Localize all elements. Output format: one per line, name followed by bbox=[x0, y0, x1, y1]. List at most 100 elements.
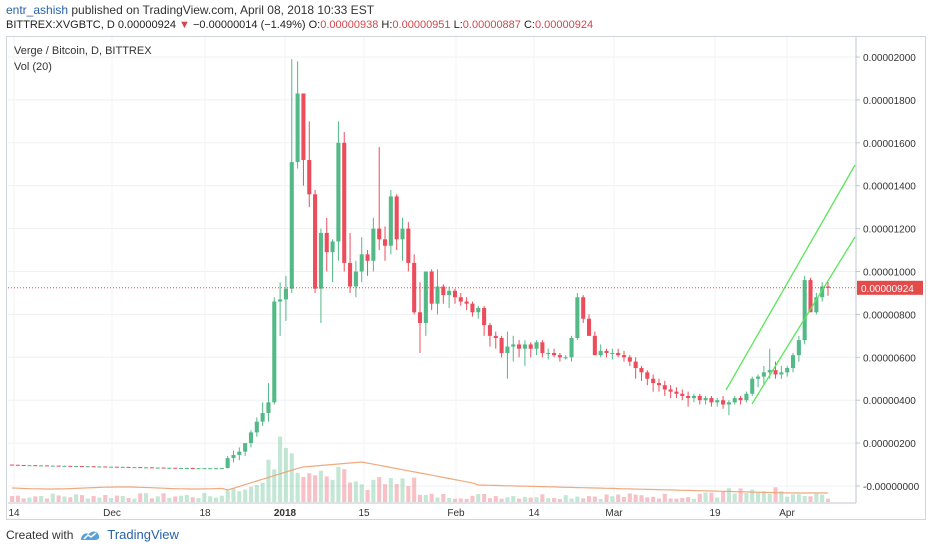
volume-bar bbox=[511, 496, 516, 502]
candle bbox=[674, 387, 679, 399]
y-tick-label: 0.00001800 bbox=[863, 96, 916, 107]
candle bbox=[493, 331, 498, 349]
candle-body bbox=[721, 400, 726, 405]
created-with-text: Created with bbox=[6, 527, 74, 542]
candle bbox=[452, 288, 458, 304]
candle bbox=[278, 282, 283, 336]
volume-bar bbox=[756, 492, 761, 502]
candle bbox=[750, 376, 755, 396]
volume-bar bbox=[155, 496, 160, 502]
candle-body bbox=[552, 353, 557, 356]
candle-body bbox=[342, 142, 347, 263]
candle-body bbox=[767, 370, 772, 373]
candle-body bbox=[557, 355, 562, 358]
candle bbox=[231, 450, 236, 463]
volume-bar bbox=[522, 496, 527, 502]
candle-body bbox=[470, 303, 475, 313]
candle-body bbox=[260, 413, 265, 422]
candle-body bbox=[394, 196, 399, 240]
candle bbox=[324, 217, 329, 272]
candle bbox=[9, 464, 15, 466]
candle bbox=[441, 284, 446, 304]
volume-bar bbox=[540, 494, 545, 502]
candle-body bbox=[621, 355, 627, 358]
volume-bar bbox=[586, 496, 592, 502]
candle-body bbox=[167, 467, 172, 469]
candle bbox=[109, 466, 114, 468]
candle bbox=[820, 282, 825, 302]
volume-bar bbox=[814, 493, 819, 502]
candle-body bbox=[715, 400, 720, 403]
candle-body bbox=[365, 254, 370, 261]
volume-bar bbox=[278, 436, 283, 502]
candle-body bbox=[266, 402, 271, 414]
volume-bar bbox=[260, 482, 265, 502]
x-axis: 14 Dec 18 2018 15 Feb 14 Mar 19 Apr bbox=[8, 502, 856, 519]
volume-bar bbox=[412, 477, 417, 502]
candle bbox=[447, 286, 452, 308]
candle bbox=[534, 340, 539, 356]
candle-body bbox=[196, 468, 201, 470]
volume-bar bbox=[161, 493, 166, 502]
candle-body bbox=[464, 301, 469, 304]
candle-body bbox=[295, 93, 300, 163]
candle bbox=[173, 467, 178, 469]
y-tick-label: 0.00000800 bbox=[863, 310, 916, 321]
candle bbox=[598, 344, 603, 358]
volume-bar bbox=[802, 495, 807, 502]
volume-bar bbox=[429, 493, 434, 502]
candle bbox=[74, 465, 79, 468]
candle bbox=[103, 466, 108, 468]
tradingview-brand[interactable]: TradingView bbox=[107, 527, 179, 542]
y-tick-label: 0.00001200 bbox=[863, 225, 916, 236]
candle-body bbox=[674, 391, 679, 394]
x-tick-label: 2018 bbox=[274, 508, 297, 519]
low-label: L: bbox=[453, 19, 463, 31]
candle-body bbox=[348, 262, 353, 287]
candle bbox=[668, 385, 673, 399]
candle-body bbox=[814, 297, 819, 313]
volume-bar bbox=[656, 498, 662, 502]
volume-bar bbox=[458, 498, 463, 502]
candle-body bbox=[569, 337, 574, 358]
candle bbox=[645, 370, 650, 386]
volume-bar bbox=[50, 493, 55, 502]
author-link[interactable]: entr_ashish bbox=[6, 3, 69, 17]
candle bbox=[342, 132, 347, 272]
candle bbox=[388, 189, 393, 255]
candle bbox=[569, 335, 574, 362]
candle-body bbox=[744, 393, 749, 401]
candle bbox=[412, 254, 417, 315]
volume-bar bbox=[528, 497, 533, 502]
candle-body bbox=[225, 458, 230, 468]
candle bbox=[756, 374, 761, 388]
volume-bar bbox=[114, 495, 119, 502]
candle-body bbox=[522, 344, 527, 349]
volume-bar bbox=[761, 491, 766, 502]
candle-body bbox=[796, 340, 801, 356]
candle bbox=[575, 292, 580, 341]
candle bbox=[639, 365, 644, 381]
candle-body bbox=[149, 467, 154, 469]
candle-body bbox=[703, 398, 708, 401]
candle-body bbox=[604, 350, 609, 354]
candle-body bbox=[441, 286, 446, 296]
candle bbox=[348, 232, 353, 293]
volume-bar bbox=[56, 495, 61, 502]
volume-bar bbox=[732, 493, 737, 502]
candle bbox=[126, 466, 131, 468]
candle bbox=[219, 467, 224, 469]
volume-bar bbox=[283, 447, 288, 502]
candle bbox=[528, 342, 533, 358]
candle bbox=[266, 383, 271, 422]
volume-bar bbox=[178, 495, 184, 502]
candle-body bbox=[808, 280, 813, 313]
candle bbox=[196, 467, 201, 470]
y-tick-label: 0.00002000 bbox=[863, 53, 916, 64]
candle-body bbox=[447, 290, 452, 296]
candle-body bbox=[144, 467, 149, 469]
volume-bar bbox=[313, 475, 318, 502]
candle bbox=[604, 348, 609, 358]
candle-body bbox=[487, 325, 492, 336]
